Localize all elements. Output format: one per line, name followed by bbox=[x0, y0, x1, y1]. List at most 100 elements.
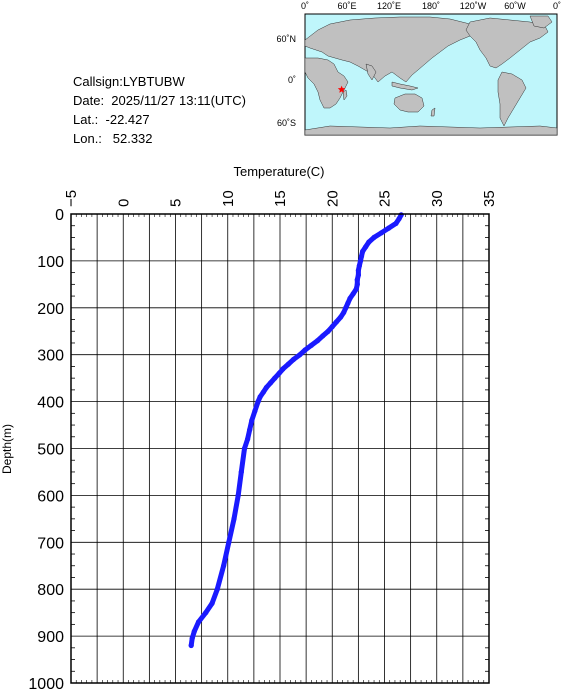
map-lon-label: 0˚ bbox=[553, 1, 561, 11]
land-madagascar bbox=[342, 89, 348, 101]
x-tick-label: 15 bbox=[272, 190, 289, 207]
data-point bbox=[255, 399, 261, 405]
map-land bbox=[304, 15, 558, 136]
data-point bbox=[355, 267, 361, 273]
y-tick-label: 400 bbox=[37, 395, 64, 412]
data-point bbox=[353, 286, 359, 292]
data-point bbox=[226, 539, 232, 545]
data-point bbox=[257, 394, 263, 400]
y-tick-label: 600 bbox=[37, 488, 64, 505]
data-point bbox=[393, 220, 399, 226]
land-nz bbox=[430, 107, 436, 117]
y-tick-label: 500 bbox=[37, 442, 64, 459]
data-point bbox=[325, 328, 331, 334]
data-point bbox=[214, 586, 220, 592]
data-point bbox=[238, 469, 244, 475]
data-point bbox=[272, 375, 278, 381]
data-point bbox=[189, 635, 195, 642]
map-lon-label: 180˚ bbox=[422, 1, 440, 11]
plot-frame bbox=[70, 213, 490, 684]
temperature-profile-line bbox=[188, 212, 404, 648]
data-point bbox=[358, 253, 365, 259]
longitude-text: Lon.: 52.332 bbox=[73, 131, 153, 146]
map-lon-label: 120˚E bbox=[377, 1, 401, 11]
data-point bbox=[195, 619, 202, 625]
map-lat-label: 60˚S bbox=[277, 118, 296, 128]
x-axis-title: Temperature(C) bbox=[233, 164, 324, 179]
data-point bbox=[356, 263, 362, 269]
x-tick-label: −5 bbox=[63, 190, 80, 207]
latitude-text: Lat.: -22.427 bbox=[73, 112, 150, 127]
station-info: Callsign:LYBTUBW Date: 2025/11/27 13:11(… bbox=[73, 72, 246, 148]
data-point bbox=[231, 516, 237, 522]
map-lon-label: 120˚W bbox=[460, 1, 487, 11]
map-lon-labels: 0˚ 60˚E 120˚E 180˚ 120˚W 60˚W 0˚ bbox=[301, 1, 561, 11]
land-africa bbox=[304, 57, 349, 109]
land-eurasia bbox=[304, 16, 479, 83]
chart-grid bbox=[70, 213, 490, 684]
map-lat-label: 60˚N bbox=[276, 34, 296, 44]
data-point bbox=[263, 384, 269, 391]
map-lon-label: 60˚E bbox=[337, 1, 356, 11]
data-point bbox=[354, 281, 360, 287]
y-tick-label: 100 bbox=[37, 254, 64, 271]
data-point bbox=[329, 324, 335, 330]
x-tick-label: 30 bbox=[429, 190, 446, 207]
data-point bbox=[357, 258, 364, 264]
y-axis-title: Depth(m) bbox=[0, 424, 14, 474]
data-point bbox=[302, 347, 308, 353]
data-point bbox=[260, 389, 266, 395]
data-point bbox=[291, 356, 297, 362]
data-point bbox=[315, 338, 321, 344]
y-tick-label: 1000 bbox=[28, 676, 64, 690]
data-point bbox=[249, 417, 255, 423]
x-tick-label: 20 bbox=[324, 190, 341, 207]
data-point bbox=[350, 291, 356, 297]
y-tick-label: 800 bbox=[37, 582, 64, 599]
data-point bbox=[341, 309, 347, 316]
data-point bbox=[338, 314, 344, 320]
data-point bbox=[345, 300, 351, 306]
temperature-series bbox=[188, 212, 404, 649]
y-tick-label: 900 bbox=[37, 629, 64, 646]
data-point bbox=[245, 436, 251, 442]
x-tick-label: 0 bbox=[115, 199, 132, 207]
map-lat-label: 0˚ bbox=[288, 75, 296, 85]
y-tick-labels: 0 100 200 300 400 500 600 700 800 900 1000 bbox=[28, 207, 64, 690]
x-tick-label: 35 bbox=[481, 190, 498, 207]
data-point bbox=[241, 445, 248, 452]
x-tick-labels: −5 0 5 10 15 20 25 30 35 bbox=[63, 190, 498, 207]
land-australia bbox=[393, 93, 425, 113]
data-point bbox=[354, 277, 360, 283]
data-point bbox=[252, 408, 258, 414]
map-marker bbox=[337, 85, 346, 93]
data-point bbox=[308, 342, 314, 348]
data-point bbox=[333, 319, 339, 325]
position-star-marker bbox=[337, 85, 346, 93]
data-point bbox=[280, 366, 286, 372]
data-point bbox=[366, 239, 372, 245]
data-point bbox=[191, 628, 197, 635]
data-point bbox=[360, 248, 366, 255]
data-point bbox=[355, 272, 361, 278]
data-point bbox=[188, 642, 194, 649]
date-text: Date: 2025/11/27 13:11(UTC) bbox=[73, 93, 246, 108]
data-point bbox=[297, 352, 303, 358]
x-tick-label: 5 bbox=[168, 199, 185, 207]
data-point bbox=[396, 216, 402, 222]
data-point bbox=[209, 600, 215, 606]
y-tick-label: 0 bbox=[55, 207, 64, 224]
land-north-america bbox=[465, 17, 549, 69]
data-point bbox=[386, 225, 392, 231]
map-lat-labels: 60˚N 0˚ 60˚S bbox=[276, 34, 296, 128]
data-point bbox=[276, 370, 282, 377]
land-antarctica bbox=[304, 125, 558, 136]
data-point bbox=[268, 380, 274, 386]
data-point bbox=[320, 333, 326, 339]
x-tick-label: 25 bbox=[377, 190, 394, 207]
data-point bbox=[203, 610, 209, 616]
callsign-text: Callsign:LYBTUBW bbox=[73, 74, 185, 89]
data-point bbox=[371, 234, 377, 240]
data-point bbox=[343, 305, 349, 311]
